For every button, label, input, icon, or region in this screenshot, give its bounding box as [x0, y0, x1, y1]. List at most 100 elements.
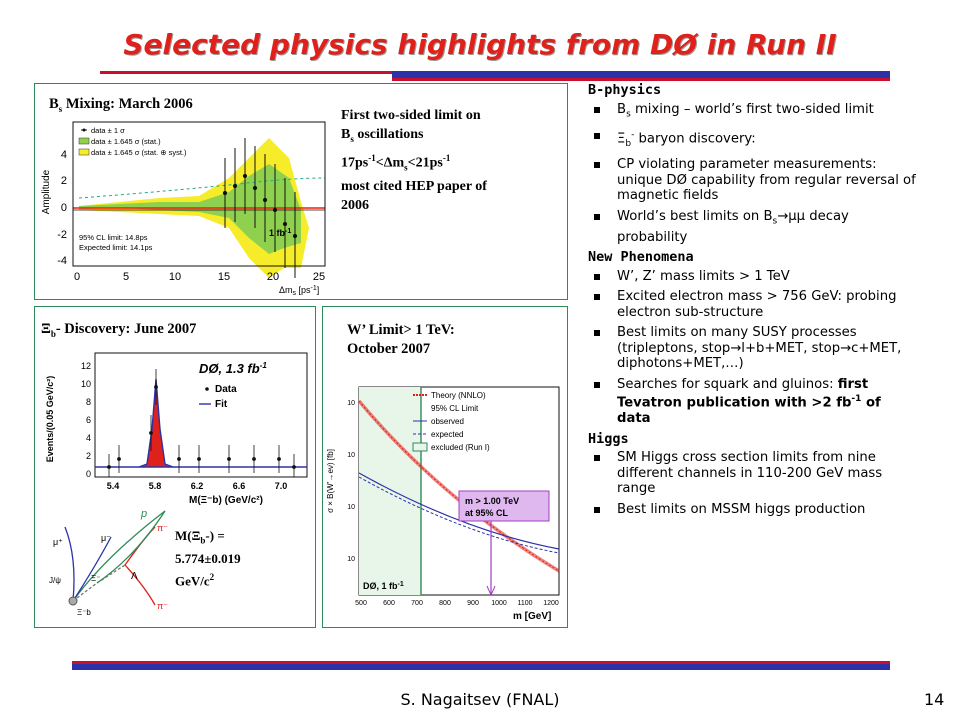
- title-rule-red: [100, 71, 392, 74]
- svg-text:at 95% CL: at 95% CL: [465, 508, 509, 518]
- list-item: Excited electron mass > 756 GeV: probing…: [588, 289, 918, 320]
- svg-text:Λ: Λ: [131, 571, 138, 582]
- bs-ytick: -2: [57, 229, 67, 241]
- section-new-phenomena: New Phenomena: [588, 249, 694, 266]
- xib-decay-diagram: p μ⁺ μ⁻ π⁻ π⁻ J/ψ Ξ⁻ Λ Ξ⁻b: [49, 508, 168, 617]
- svg-text:95% CL limit: 14.8ps: 95% CL limit: 14.8ps: [79, 233, 148, 242]
- bs-xtick: 0: [74, 271, 80, 283]
- highlights-list: B-physics Bs mixing – world’s first two-…: [588, 80, 918, 522]
- svg-text:800: 800: [439, 600, 451, 607]
- bs-mixing-caption: First two-sided limit on Bs oscillations…: [341, 108, 487, 214]
- svg-text:4: 4: [86, 433, 91, 443]
- list-item: W’, Z’ mass limits > 1 TeV: [588, 269, 918, 285]
- wprime-annot: m > 1.00 TeV: [465, 496, 519, 506]
- footer-rule-blue: [72, 664, 890, 670]
- svg-text:2: 2: [86, 451, 91, 461]
- svg-text:p: p: [140, 508, 147, 520]
- svg-text:excluded (Run I): excluded (Run I): [431, 443, 490, 452]
- svg-text:J/ψ: J/ψ: [49, 576, 61, 585]
- bs-ytick: 0: [61, 202, 67, 214]
- bs-lumi: 1 fb-1: [269, 228, 291, 238]
- svg-text:Theory (NNLO): Theory (NNLO): [431, 391, 486, 400]
- svg-text:10: 10: [347, 504, 355, 511]
- svg-text:10: 10: [81, 379, 91, 389]
- section-b-physics: B-physics: [588, 82, 662, 98]
- svg-text:Ξ⁻: Ξ⁻: [91, 574, 100, 583]
- svg-text:1100: 1100: [517, 600, 532, 607]
- xib-heading: Ξb- Discovery: June 2007: [41, 321, 197, 339]
- svg-text:expected: expected: [431, 430, 463, 439]
- svg-text:1200: 1200: [543, 600, 559, 607]
- bs-xtick: 10: [169, 271, 181, 283]
- bs-ylabel: Amplitude: [41, 169, 52, 214]
- svg-text:0: 0: [86, 469, 91, 479]
- list-item: World’s best limits on Bs→μμ decay proba…: [588, 209, 918, 246]
- footer-author: S. Nagaitsev (FNAL): [400, 690, 560, 709]
- svg-text:π⁻: π⁻: [157, 523, 168, 533]
- bs-legend: data ± 1 σ data ± 1.645 σ (stat.) data ±…: [78, 126, 187, 252]
- xib-plot-title: DØ, 1.3 fb-1: [199, 361, 267, 376]
- svg-text:data ± 1.645 σ (stat. ⊕ syst.): data ± 1.645 σ (stat. ⊕ syst.): [91, 148, 187, 157]
- xib-mass-caption: M(Ξb-) = 5.774±0.019 GeV/c2: [175, 528, 241, 588]
- list-item: SM Higgs cross section limits from nine …: [588, 450, 918, 497]
- svg-text:1000: 1000: [491, 600, 507, 607]
- svg-text:6.6: 6.6: [233, 481, 246, 491]
- svg-text:500: 500: [355, 600, 367, 607]
- svg-text:10: 10: [347, 400, 355, 407]
- title-rule-red-lower: [392, 78, 890, 81]
- svg-text:8: 8: [86, 397, 91, 407]
- bs-xtick: 20: [267, 271, 279, 283]
- bs-ytick: 2: [61, 175, 67, 187]
- svg-text:7.0: 7.0: [275, 481, 288, 491]
- bs-ytick: 4: [61, 149, 67, 161]
- wprime-heading: W’ Limit> 1 TeV: October 2007: [347, 322, 455, 357]
- svg-text:M(Ξ⁻b) (GeV/c²): M(Ξ⁻b) (GeV/c²): [189, 495, 263, 506]
- svg-text:700: 700: [411, 600, 423, 607]
- svg-text:Expected limit: 14.1ps: Expected limit: 14.1ps: [79, 243, 153, 252]
- svg-text:Data: Data: [215, 384, 237, 395]
- svg-text:μ⁺: μ⁺: [53, 537, 63, 547]
- bs-ytick: -4: [57, 255, 67, 267]
- bs-xtick: 25: [313, 271, 325, 283]
- svg-text:600: 600: [383, 600, 395, 607]
- list-item: Ξb- baryon discovery:: [588, 128, 918, 153]
- svg-text:Events/(0.05 GeV/c²): Events/(0.05 GeV/c²): [45, 376, 55, 463]
- list-item: Best limits on many SUSY processes (trip…: [588, 325, 918, 372]
- svg-text:5.8: 5.8: [149, 481, 162, 491]
- section-higgs: Higgs: [588, 430, 629, 447]
- bs-xtick: 5: [123, 271, 129, 283]
- xib-discovery-panel: Ξb- Discovery: June 2007 Events/(0.05 Ge…: [34, 306, 316, 628]
- svg-text:10: 10: [347, 452, 355, 459]
- wprime-xlabel: m [GeV]: [513, 611, 551, 622]
- bs-amplitude-plot: Amplitude 4 2 0 -2 -4 0 5 10 15 20: [41, 121, 326, 296]
- wprime-lumi: DØ, 1 fb-1: [363, 581, 404, 591]
- svg-text:Ξ⁻b: Ξ⁻b: [77, 608, 91, 617]
- wprime-limit-plot: σ × B(W’→eν) [fb] Theory (NNLO) 95% CL L…: [326, 386, 560, 622]
- bs-mixing-heading: Bs Mixing: March 2006: [49, 96, 193, 114]
- svg-text:5.4: 5.4: [107, 481, 120, 491]
- svg-text:σ × B(W’→eν) [fb]: σ × B(W’→eν) [fb]: [326, 449, 335, 513]
- bs-xtick: 15: [218, 271, 230, 283]
- svg-text:10: 10: [347, 556, 355, 563]
- xib-mass-plot: Events/(0.05 GeV/c²) 12 10 8 6 4 2 0 DØ,…: [45, 352, 308, 506]
- svg-text:Fit: Fit: [215, 399, 228, 410]
- slide-title: Selected physics highlights from DØ in R…: [123, 28, 837, 61]
- svg-text:6: 6: [86, 415, 91, 425]
- svg-text:12: 12: [81, 361, 91, 371]
- list-item: Best limits on MSSM higgs production: [588, 502, 918, 518]
- title-rule-blue: [392, 71, 890, 78]
- bs-mixing-panel: Bs Mixing: March 2006 First two-sided li…: [34, 83, 568, 300]
- svg-text:observed: observed: [431, 417, 464, 426]
- svg-text:π⁻: π⁻: [157, 601, 168, 611]
- svg-text:900: 900: [467, 600, 479, 607]
- svg-text:μ⁻: μ⁻: [101, 533, 111, 543]
- svg-text:95% CL Limit: 95% CL Limit: [431, 404, 479, 413]
- list-item: CP violating parameter measurements: uni…: [588, 157, 918, 204]
- bs-xlabel: Δms [ps-1]: [279, 285, 319, 296]
- list-item: Bs mixing – world’s first two-sided limi…: [588, 102, 918, 123]
- svg-text:data ± 1.645 σ (stat.): data ± 1.645 σ (stat.): [91, 137, 161, 146]
- page-number: 14: [924, 690, 945, 709]
- wprime-panel: W’ Limit> 1 TeV: October 2007 σ × B(W’→e…: [322, 306, 568, 628]
- list-item: Searches for squark and gluinos: first T…: [588, 377, 918, 427]
- svg-text:6.2: 6.2: [191, 481, 204, 491]
